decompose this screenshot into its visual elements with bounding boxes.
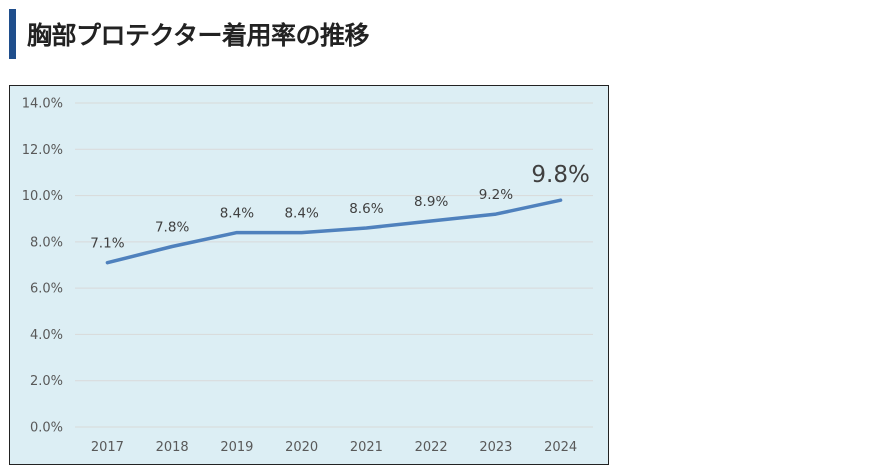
y-tick-label: 10.0% — [22, 189, 63, 204]
x-tick-label: 2021 — [350, 440, 383, 455]
x-tick-label: 2023 — [479, 440, 512, 455]
heading-accent-bar — [9, 9, 16, 59]
y-axis-ticks: 0.0% 2.0% 4.0% 6.0% 8.0% 10.0% 12.0% 14.0% — [22, 97, 63, 436]
gridlines — [75, 102, 593, 428]
y-tick-label: 14.0% — [22, 97, 63, 112]
data-label: 9.8% — [531, 162, 589, 188]
data-label: 9.2% — [479, 187, 513, 203]
x-tick-label: 2018 — [156, 440, 189, 455]
x-tick-label: 2019 — [220, 440, 253, 455]
data-label: 8.9% — [414, 194, 448, 210]
line-chart: 0.0% 2.0% 4.0% 6.0% 8.0% 10.0% 12.0% 14.0% 2017… — [9, 85, 609, 465]
page-title: 胸部プロテクター着用率の推移 — [27, 21, 370, 50]
x-tick-label: 2017 — [91, 440, 124, 455]
data-label: 8.4% — [284, 206, 318, 222]
x-axis-ticks: 2017 2018 2019 2020 2021 2022 2023 2024 — [91, 440, 577, 455]
series-line — [105, 198, 563, 265]
data-label: 8.4% — [220, 206, 254, 222]
y-tick-label: 2.0% — [30, 374, 63, 389]
data-label: 7.8% — [155, 219, 189, 235]
page-heading: 胸部プロテクター着用率の推移 — [9, 9, 370, 59]
data-label: 8.6% — [349, 201, 383, 217]
y-tick-label: 4.0% — [30, 328, 63, 343]
data-labels: 7.1% 7.8% 8.4% 8.4% 8.6% 8.9% 9.2% 9.8% — [90, 162, 590, 251]
x-tick-label: 2022 — [415, 440, 448, 455]
data-label: 7.1% — [90, 236, 124, 252]
y-tick-label: 8.0% — [30, 235, 63, 250]
y-tick-label: 0.0% — [30, 421, 63, 436]
x-tick-label: 2024 — [544, 440, 577, 455]
chart-canvas: 0.0% 2.0% 4.0% 6.0% 8.0% 10.0% 12.0% 14.0% 2017… — [22, 97, 593, 455]
series-line-path — [105, 198, 563, 265]
y-tick-label: 12.0% — [22, 143, 63, 158]
y-tick-label: 6.0% — [30, 282, 63, 297]
x-tick-label: 2020 — [285, 440, 318, 455]
